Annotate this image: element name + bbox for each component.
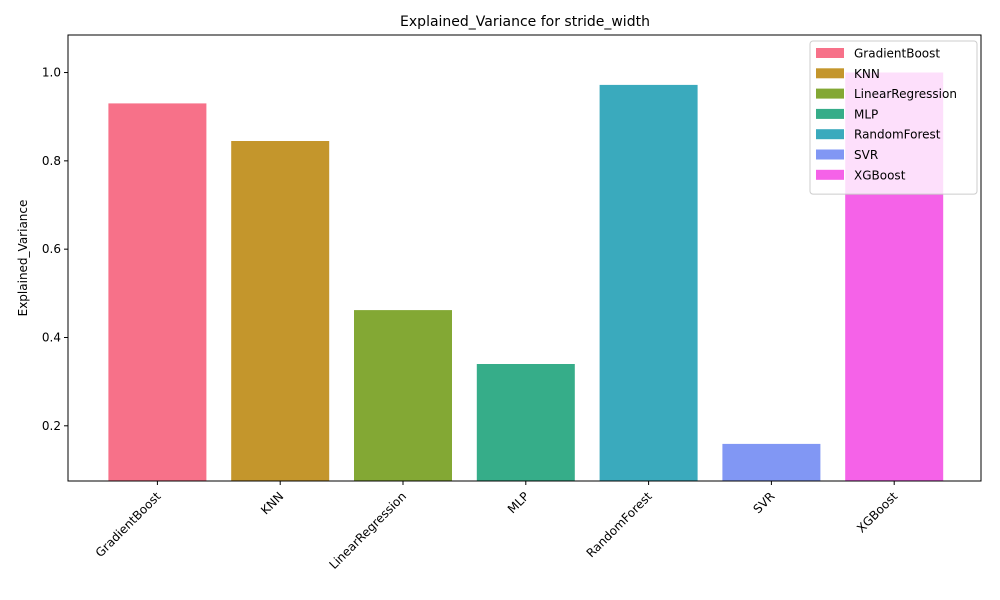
legend-label: SVR	[854, 148, 878, 162]
legend-swatch-knn	[816, 68, 844, 79]
legend-swatch-randomforest	[816, 129, 844, 140]
chart-title: Explained_Variance for stride_width	[400, 14, 650, 30]
legend-swatch-linearregression	[816, 88, 844, 99]
legend-label: LinearRegression	[854, 87, 957, 101]
legend: GradientBoost KNN LinearRegression MLP Rando…	[809, 40, 978, 195]
y-axis: 0.2 0.4 0.6 0.8 1.0	[42, 66, 68, 433]
bar-gradientboost	[108, 103, 207, 482]
legend-swatch-xgboost	[816, 169, 844, 180]
legend-label: GradientBoost	[854, 47, 940, 61]
legend-label: XGBoost	[854, 168, 906, 182]
y-tick-label: 0.2	[42, 419, 61, 433]
bar-svr	[722, 443, 821, 481]
y-tick-label: 0.4	[42, 330, 61, 344]
bar-linearregression	[354, 310, 452, 481]
legend-label: KNN	[854, 67, 880, 81]
bars-group	[108, 72, 944, 482]
legend-swatch-svr	[816, 149, 844, 160]
y-tick-label: 1.0	[42, 66, 61, 80]
bar-knn	[231, 141, 330, 481]
plot-frame	[67, 34, 982, 482]
legend-label: RandomForest	[854, 128, 941, 142]
bar-mlp	[476, 364, 575, 481]
legend-swatch-gradientboost	[816, 48, 844, 58]
legend-label: MLP	[854, 107, 878, 121]
y-tick-label: 0.6	[42, 242, 61, 256]
y-tick-label: 0.8	[42, 154, 61, 168]
y-axis-title: Explained_Variance	[16, 200, 30, 317]
legend-box	[809, 40, 978, 195]
legend-swatch-mlp	[816, 108, 844, 119]
bar-randomforest	[599, 84, 698, 482]
